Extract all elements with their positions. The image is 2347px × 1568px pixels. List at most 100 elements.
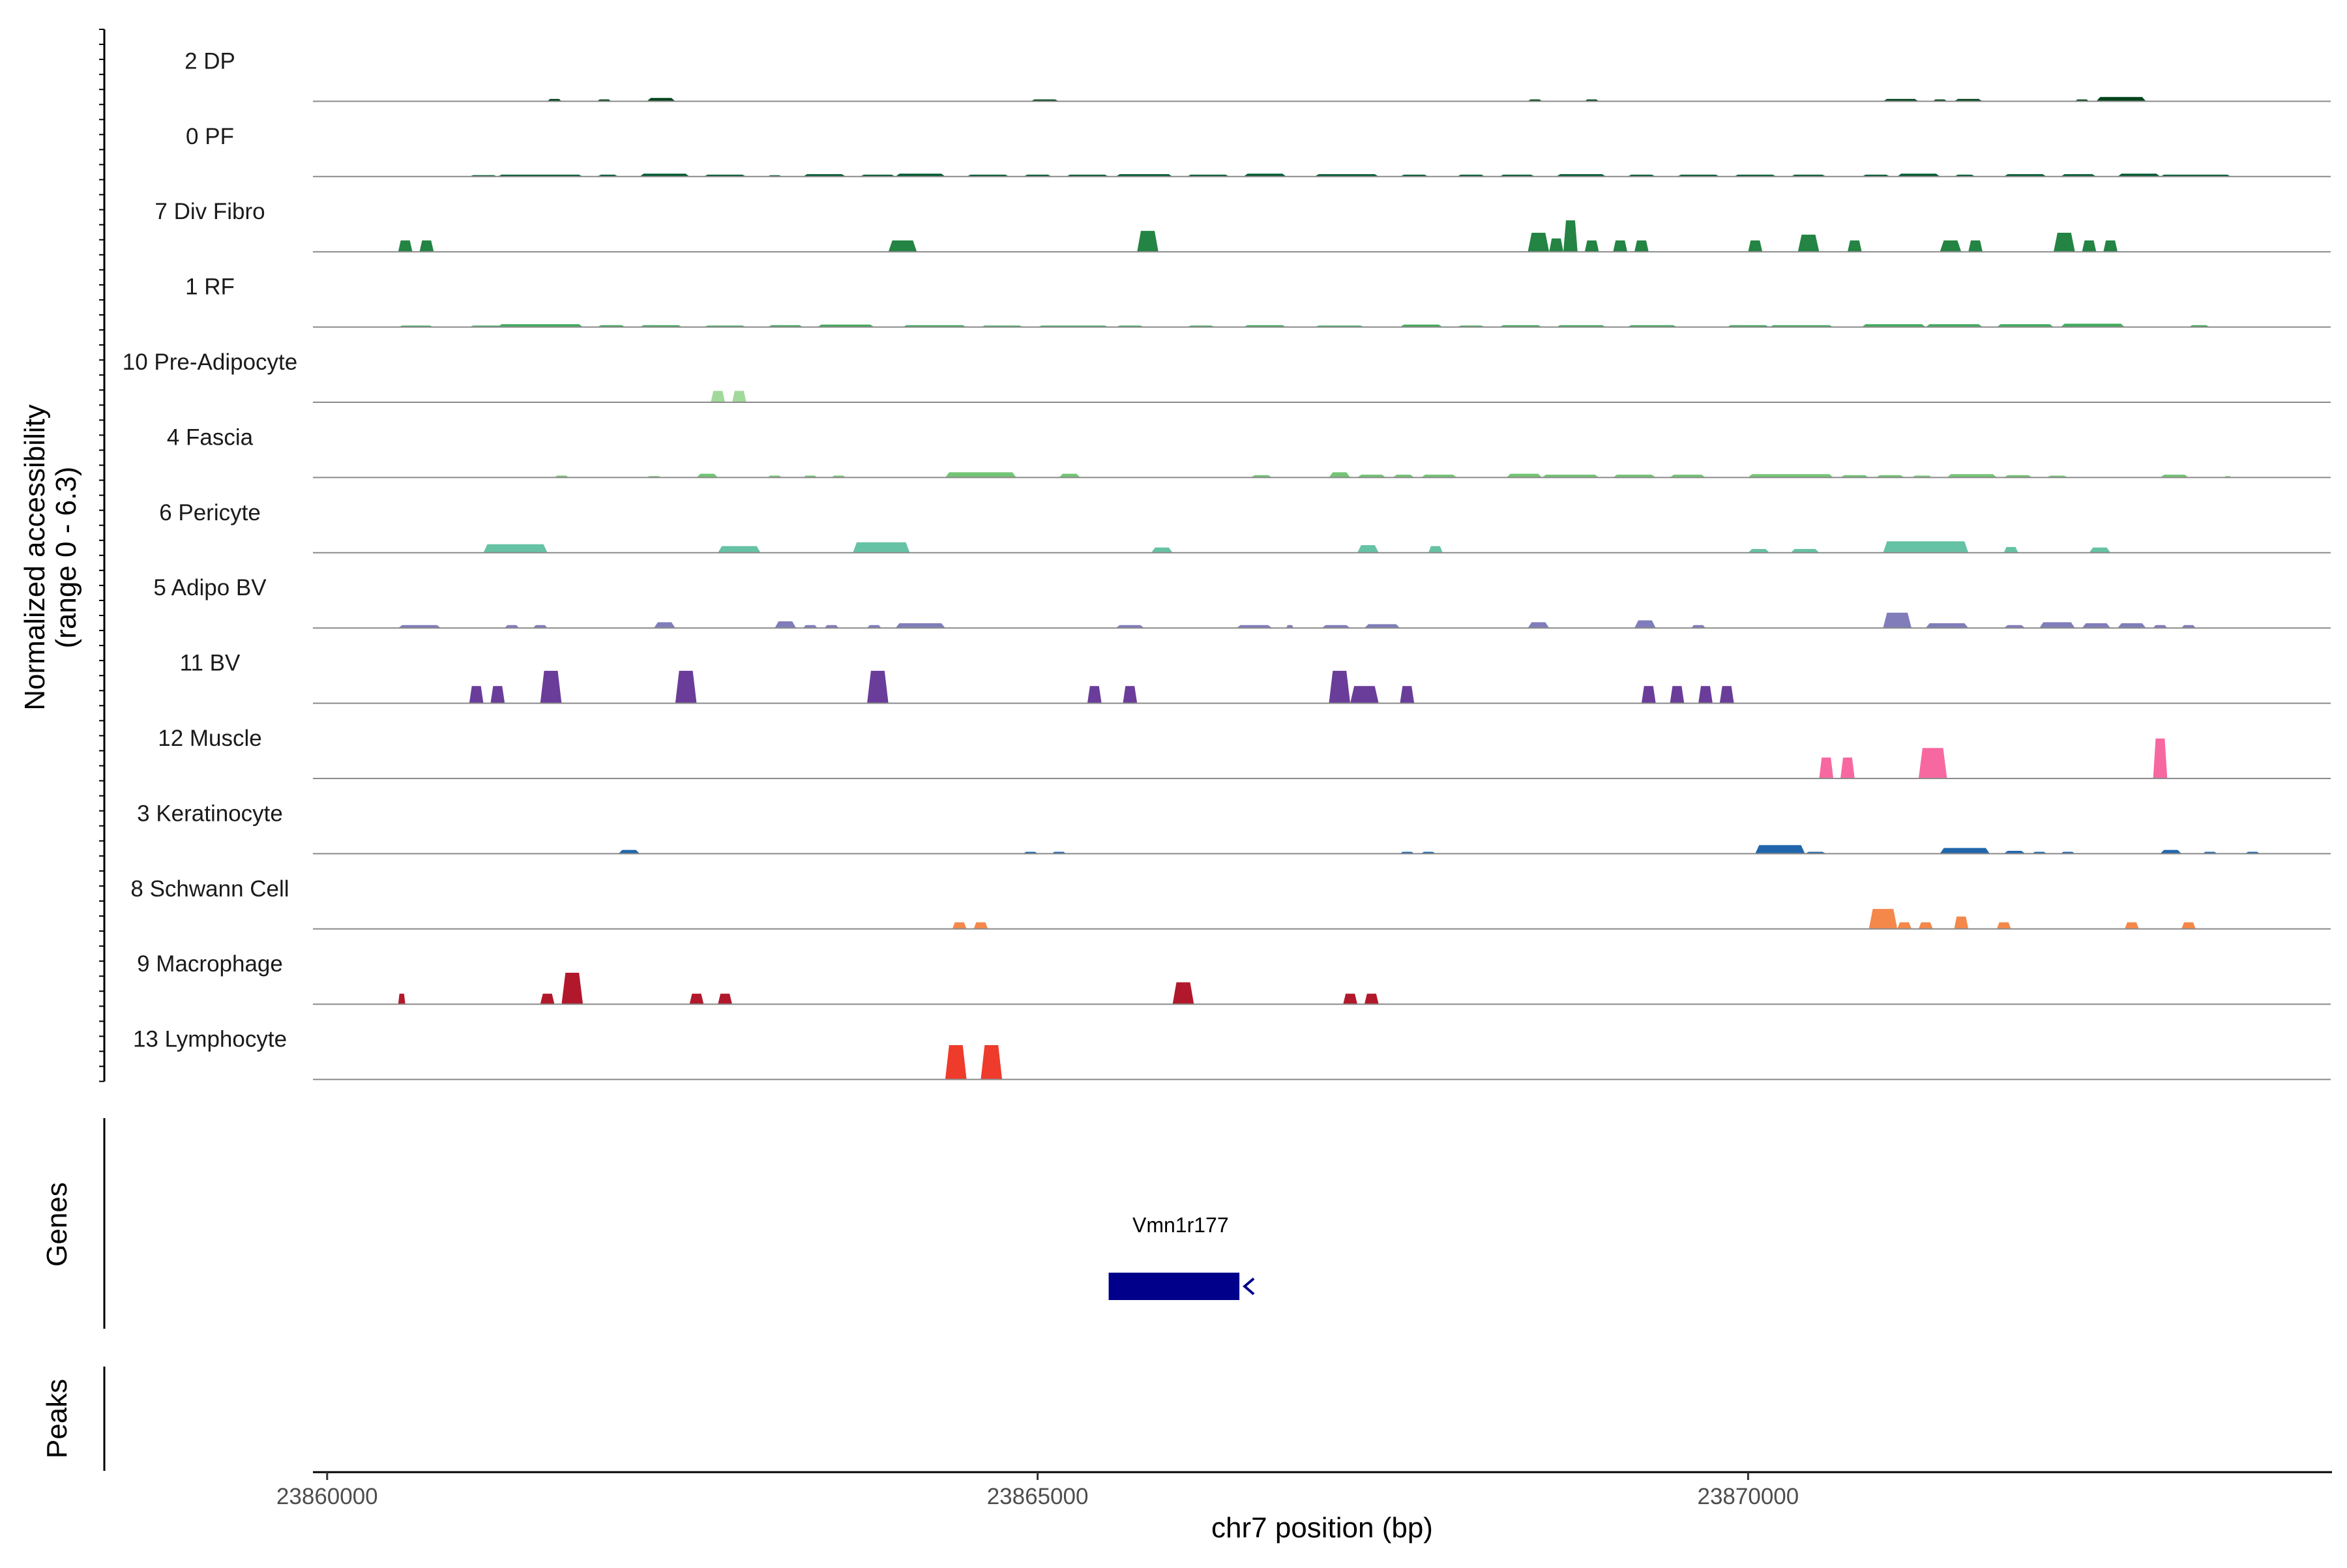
coverage-peak [2103,240,2118,252]
coverage-peak [1691,625,1705,629]
coverage-peak [1584,240,1599,252]
track-label: 4 Fascia [167,424,254,450]
track-label: 13 Lymphocyte [133,1027,287,1052]
coverage-peak [398,240,413,252]
coverage-peak [1748,549,1770,553]
coverage-peak [1790,549,1820,553]
coverage-peak [2054,233,2075,252]
coverage-peak [1137,231,1159,252]
coverage-peak [1748,240,1763,252]
coverage-peak [895,173,945,177]
y-axis-title-line-2: (range 0 - 6.3) [50,467,82,649]
coverage-peak [867,670,889,703]
coverage-peak [2160,475,2189,478]
coverage-peak [1918,748,1947,778]
y-axis-title-line-1: Normalized accessibility [19,404,51,710]
axes: 23860000 23865000 23870000 [99,29,2332,1509]
coverage-peak [675,670,697,703]
coverage-peak [895,623,945,629]
coverage-peak [1286,625,1293,629]
coverage-peak [1329,472,1351,478]
coverage-peak [945,1045,967,1080]
peaks-track-title: Peaks [41,1379,73,1458]
coverage-peak [1421,475,1457,478]
coverage-track [398,973,1379,1005]
track-label: 11 BV [180,651,241,676]
coverage-track [952,909,2196,929]
coverage-peak [2082,623,2111,629]
coverage-peak [775,621,797,629]
coverage-peak [1563,220,1578,252]
coverage-peak [1883,541,1969,553]
coverage-peak [1393,475,1415,478]
coverage-peak [505,625,519,629]
coverage-track [618,845,2260,854]
coverage-track [398,220,2118,252]
coverage-peak [1428,546,1443,553]
track-label: 2 DP [185,48,235,74]
gene-label: Vmn1r177 [1132,1213,1229,1237]
coverage-peak [1236,625,1273,629]
coverage-peak [1868,909,1898,929]
coverage-peak [1996,324,2054,327]
coverage-peak [824,625,839,629]
coverage-peak [1357,545,1379,553]
coverage-peak [2181,625,2196,629]
track-label: 10 Pre-Adipocyte [123,349,297,375]
coverage-peak [2096,96,2146,102]
coverage-peak [2118,173,2161,177]
coverage-peak [1883,612,1912,629]
coverage-track [711,391,746,402]
coverage-peak [1528,622,1550,629]
track-label: 7 Div Fibro [155,199,265,224]
coverage-peak [618,850,640,854]
coverage-peak [2153,625,2168,629]
coverage-peak [689,994,704,1005]
coverage-tracks [398,96,2260,1080]
coverage-peak [2181,922,2196,929]
coverage-peak [1613,475,1656,478]
coverage-peak [640,173,690,177]
coverage-track [945,1045,1003,1080]
coverage-peak [497,324,583,327]
coverage-peak [1897,922,1912,929]
coverage-peak [561,973,583,1005]
track-label: 1 RF [185,274,235,300]
coverage-peak [654,622,675,629]
coverage-peak [1861,324,1926,327]
coverage-peak [888,240,917,252]
coverage-peak [867,625,881,629]
coverage-peak [2039,622,2075,629]
coverage-peak [490,686,505,703]
coverage-peak [973,922,988,929]
coverage-peak [1364,624,1400,629]
coverage-peak [1897,173,1940,177]
coverage-track [469,670,1734,703]
track-label: 9 Macrophage [137,951,283,977]
coverage-peak [1343,994,1357,1005]
track-label: 12 Muscle [158,726,262,751]
coverage-peak [1357,475,1386,478]
track-label: 3 Keratinocyte [137,801,283,826]
coverage-peak [1542,475,1599,478]
coverage-peak [1940,240,1962,252]
coverage-peak [1925,623,1969,629]
coverage-peak [469,686,484,703]
coverage-peak [1755,845,1805,854]
coverage-peak [1549,238,1563,252]
coverage-peak [2160,850,2182,854]
coverage-peak [1087,686,1102,703]
coverage-peak [1641,686,1656,703]
coverage-peak [2153,738,2168,778]
coverage-peak [1748,474,1834,478]
coverage-peak [1840,757,1855,778]
coverage-peak [483,544,548,553]
genes-track-title: Genes [41,1182,73,1267]
coverage-peak [419,240,434,252]
x-axis-title: chr7 position (bp) [1211,1512,1433,1544]
coverage-peak [2003,547,2018,553]
coverage-peak [1797,234,1820,252]
coverage-peak [1968,240,1983,252]
coverage-peak [981,1045,1003,1080]
